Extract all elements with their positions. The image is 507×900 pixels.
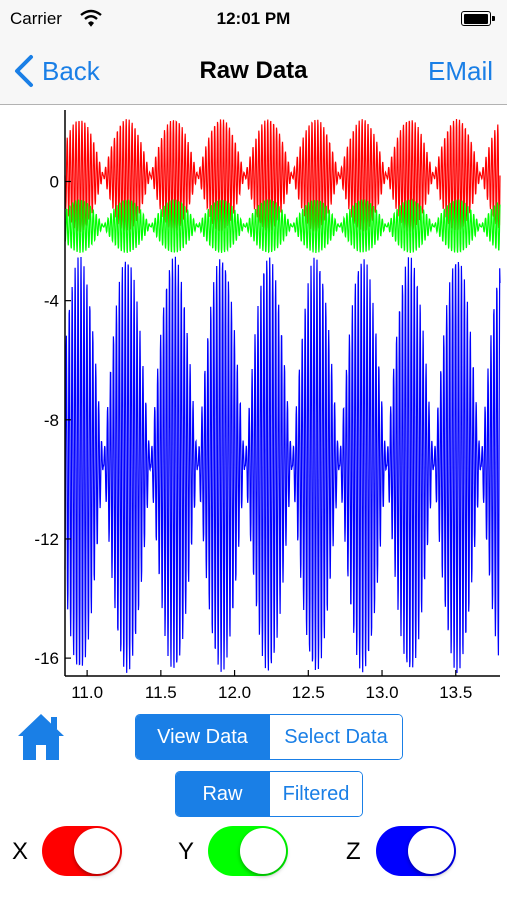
x-tick-label: 12.5 [292,683,325,700]
y-tick-label: -16 [34,649,59,668]
z-axis-label: Z [346,838,361,865]
filtered-segment[interactable]: Filtered [269,772,362,816]
y-tick-label: 0 [50,172,59,191]
carrier-label: Carrier [10,9,62,28]
page-title: Raw Data [199,57,308,84]
y-tick-label: -8 [44,411,59,430]
back-label: Back [42,55,100,86]
email-button[interactable]: EMail [427,56,493,86]
y-tick-label: -4 [44,292,59,311]
raw-segment[interactable]: Raw [176,772,269,816]
wifi-icon [80,9,102,27]
y-axis-label: Y [178,838,195,865]
series-line-2 [64,198,501,254]
battery-icon [461,11,495,26]
data-type-segmented-control: Raw Filtered [175,771,363,817]
y-tick-label: -12 [34,530,59,549]
toggle-knob [240,828,286,874]
view-data-segment[interactable]: View Data [136,715,269,759]
x-tick-label: 11.0 [71,683,103,700]
toggle-knob [74,828,120,874]
status-bar: Carrier 12:01 PM [0,0,507,40]
x-axis-label: X [12,838,29,865]
series-line-3 [64,256,501,674]
x-tick-label: 13.0 [365,683,398,700]
back-button[interactable]: Back [12,54,100,88]
status-time: 12:01 PM [216,9,291,28]
toggle-knob [408,828,454,874]
x-tick-label: 11.5 [145,683,177,700]
x-tick-label: 12.0 [218,683,251,700]
x-axis-toggle[interactable] [42,826,122,876]
series-line-1 [64,118,501,233]
chevron-left-icon [15,55,33,87]
view-mode-segmented-control: View Data Select Data [135,714,403,760]
y-axis-toggle[interactable] [208,826,288,876]
navigation-bar: Back Raw Data EMail [0,40,507,105]
x-tick-label: 13.5 [439,683,472,700]
home-icon[interactable] [16,711,66,763]
raw-data-chart: 0 -4 -8 -12 -16 11.0 11.5 12.0 12.5 13.0 13.5 [34,110,501,700]
z-axis-toggle[interactable] [376,826,456,876]
select-data-segment[interactable]: Select Data [269,715,402,759]
